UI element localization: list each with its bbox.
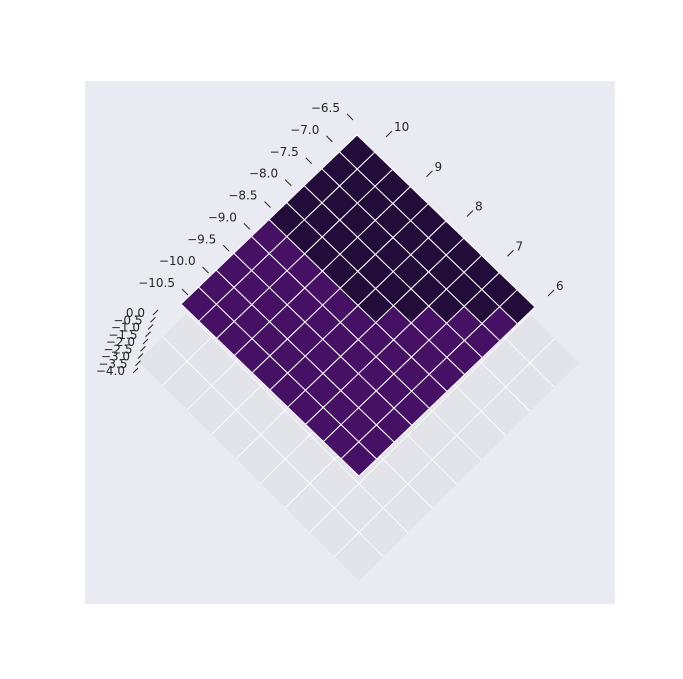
surface-patch: [340, 441, 378, 477]
x-tick-label: −6.5: [311, 101, 340, 115]
z-tick: [132, 367, 139, 374]
z-tick-label: −3.5: [98, 357, 127, 371]
z-tick: [150, 316, 156, 323]
z-tick: [137, 353, 144, 359]
x-tick-label: −8.0: [249, 167, 278, 181]
y-tick: [507, 249, 514, 257]
z-tick: [140, 345, 146, 352]
x-tick-label: −7.5: [270, 145, 299, 159]
surface-plot: [180, 134, 536, 477]
y-tick-label: 7: [516, 239, 524, 253]
x-tick: [346, 113, 354, 121]
z-tick: [152, 309, 159, 316]
y-tick-label: 9: [435, 160, 443, 174]
x-tick: [284, 179, 292, 186]
z-tick-label: −2.5: [103, 342, 132, 356]
y-tick-label: 10: [394, 120, 409, 134]
x-tick-label: −7.0: [290, 123, 319, 137]
y-tick-label: 6: [556, 279, 564, 293]
x-axis: −10.5 −10.0 −9.5 −9.0 −8.5 −8.0 −7.5 −7.0 −6.5: [138, 101, 354, 296]
z-tick: [145, 331, 151, 338]
z-tick-label: −2.0: [106, 335, 135, 349]
z-tick-label: −1.5: [108, 328, 137, 342]
pane-gridline: [162, 336, 384, 558]
y-axis: 6 7 8 9 10: [385, 120, 564, 297]
y-tick: [547, 289, 555, 297]
x-tick-label: −9.5: [187, 232, 216, 246]
pane-gridline: [309, 313, 531, 533]
x-tick-label: −10.5: [138, 276, 175, 290]
x-tick-label: −8.5: [228, 189, 257, 203]
x-tick: [264, 201, 271, 208]
x-tick: [326, 135, 333, 143]
z-tick: [142, 338, 149, 345]
z-tick-label: 0.0: [126, 306, 145, 320]
y-tick: [426, 170, 433, 178]
z-tick-label: −3.0: [101, 350, 130, 364]
x-tick: [222, 244, 230, 252]
x-tick-label: −10.0: [159, 254, 196, 268]
x-tick: [243, 223, 251, 230]
z-tick-label: −1.0: [111, 321, 140, 335]
x-tick: [202, 266, 209, 274]
z-tick: [147, 324, 154, 330]
z-tick-label: −0.5: [113, 313, 142, 327]
y-tick-label: 8: [475, 200, 483, 214]
y-tick: [385, 130, 393, 138]
z-tick-label: −4.0: [96, 364, 125, 378]
z-tick: [135, 360, 141, 367]
z-axis: 0.0−0.5−1.0−1.5−2.0−2.5−3.0−3.5−4.0: [96, 306, 159, 378]
pane-gridline: [334, 338, 555, 557]
x-tick: [181, 288, 189, 296]
pane-gridline: [186, 312, 409, 533]
y-tick: [466, 210, 474, 217]
x-tick: [305, 157, 313, 165]
x-tick-label: −9.0: [208, 210, 237, 224]
